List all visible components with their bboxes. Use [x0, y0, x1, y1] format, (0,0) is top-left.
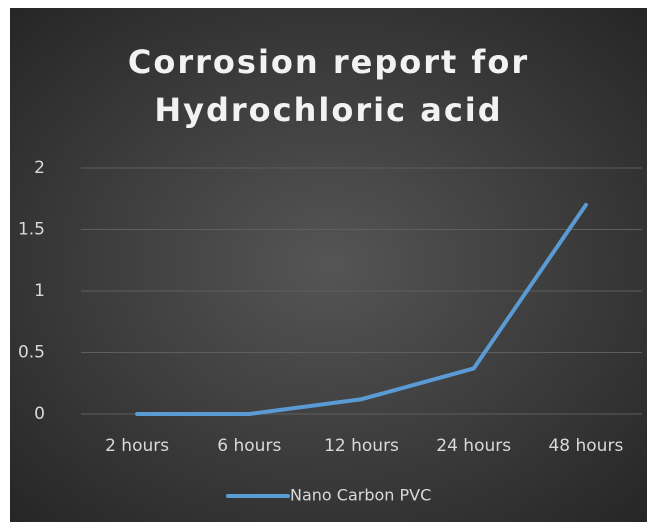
y-tick-label: 1	[34, 281, 45, 301]
x-tick-label: 48 hours	[548, 436, 623, 456]
data-line	[135, 202, 588, 416]
y-tick-label: 0.5	[18, 343, 45, 363]
x-tick-label: 12 hours	[324, 436, 399, 456]
chart-background	[10, 8, 647, 522]
legend-label: Nano Carbon PVC	[290, 486, 431, 505]
x-tick-label: 2 hours	[105, 436, 169, 456]
y-tick-label: 2	[34, 158, 45, 178]
x-tick-label: 24 hours	[436, 436, 511, 456]
y-tick-label: 0	[34, 404, 45, 424]
y-tick-label: 1.5	[18, 220, 45, 240]
x-tick-label: 6 hours	[217, 436, 281, 456]
chart-title: Corrosion report for Hydrochloric acid	[127, 43, 530, 129]
